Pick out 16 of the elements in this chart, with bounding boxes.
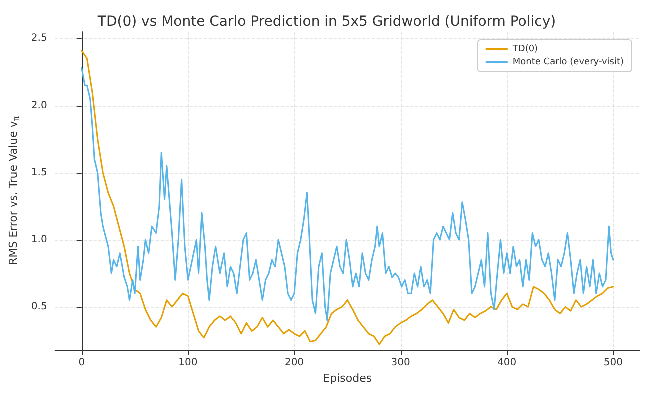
x-tick-label: 100 (178, 358, 198, 368)
y-tick-label: 2.5 (31, 33, 48, 44)
x-tick-label: 500 (604, 358, 623, 368)
x-tick-label: 0 (78, 358, 86, 368)
x-tick-label: 300 (391, 358, 410, 368)
y-axis-title: RMS Error vs. True Value vπ (7, 116, 21, 266)
x-tick-label: 400 (498, 358, 517, 368)
y-tick-label: 1.0 (31, 234, 48, 246)
y-tick-label: 0.5 (31, 302, 48, 313)
y-tick-label: 2.0 (31, 100, 48, 112)
legend-label: TD(0) (512, 44, 538, 54)
chart-title: TD(0) vs Monte Carlo Prediction in 5x5 Gridworld (Uniform Policy) (96, 14, 556, 30)
x-axis-title: Episodes (323, 372, 372, 385)
y-tick-label: 1.5 (31, 167, 48, 178)
x-tick-label: 200 (284, 358, 304, 368)
legend-label: Monte Carlo (every-visit) (512, 58, 624, 68)
